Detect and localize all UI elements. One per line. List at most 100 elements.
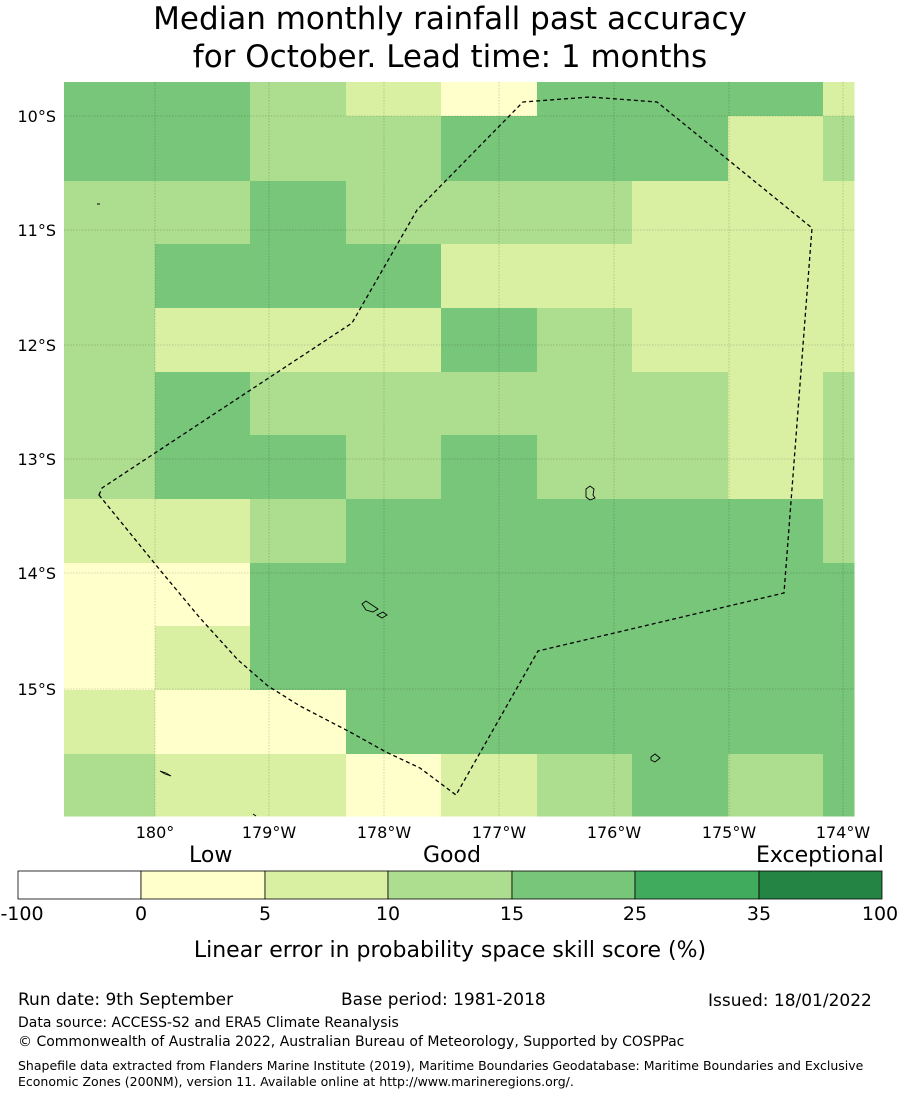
skill-cell bbox=[632, 563, 729, 627]
skill-cell bbox=[346, 435, 442, 500]
skill-cell bbox=[250, 563, 347, 627]
skill-cell bbox=[728, 372, 824, 436]
skill-cell bbox=[64, 372, 156, 436]
skill-cell bbox=[632, 499, 729, 564]
colorbar-segment bbox=[264, 870, 389, 900]
island-outline bbox=[650, 753, 661, 763]
skill-cell bbox=[632, 308, 729, 373]
skill-cell bbox=[632, 435, 729, 500]
skill-cell bbox=[346, 116, 442, 182]
latitude-label: 12°S bbox=[17, 336, 56, 355]
skill-cell bbox=[537, 626, 633, 691]
skill-cell bbox=[441, 499, 538, 564]
skill-cell bbox=[155, 82, 251, 117]
skill-cell bbox=[155, 244, 251, 309]
skill-cell bbox=[250, 754, 347, 817]
skill-cell bbox=[250, 244, 347, 309]
skill-cell bbox=[441, 435, 538, 500]
skill-cell bbox=[728, 690, 824, 755]
base-period: Base period: 1981-2018 bbox=[341, 990, 546, 1010]
skill-cell bbox=[728, 499, 824, 564]
skill-cell bbox=[346, 372, 442, 436]
colorbar-tick-label: 10 bbox=[376, 903, 400, 925]
skill-cell bbox=[155, 116, 251, 182]
colorbar-tick-label: -100 bbox=[0, 903, 43, 925]
longitude-label: 178°W bbox=[357, 823, 412, 842]
skill-cell bbox=[537, 116, 633, 182]
longitude-label: 177°W bbox=[472, 823, 527, 842]
colorbar-tick-label: 35 bbox=[747, 903, 771, 925]
colorbar-header-good: Good bbox=[423, 843, 481, 868]
skill-cell bbox=[441, 244, 538, 309]
skill-cell bbox=[250, 308, 347, 373]
skill-cell bbox=[537, 563, 633, 627]
skill-cell bbox=[441, 563, 538, 627]
skill-cell bbox=[632, 181, 729, 245]
skill-cell bbox=[250, 435, 347, 500]
skill-cell bbox=[250, 499, 347, 564]
skill-cell bbox=[632, 372, 729, 436]
skill-cell bbox=[823, 116, 855, 182]
skill-cell bbox=[728, 626, 824, 691]
longitude-label: 174°W bbox=[816, 823, 871, 842]
data-source: Data source: ACCESS-S2 and ERA5 Climate … bbox=[18, 1015, 399, 1031]
skill-cell bbox=[728, 116, 824, 182]
skill-cell bbox=[250, 181, 347, 245]
colorbar-segment bbox=[634, 870, 760, 900]
skill-cell bbox=[823, 372, 855, 436]
skill-cell bbox=[346, 244, 442, 309]
skill-cell bbox=[346, 563, 442, 627]
colorbar-tick-label: 100 bbox=[862, 903, 898, 925]
skill-cell bbox=[64, 499, 156, 564]
colorbar-segment bbox=[758, 870, 883, 900]
colorbar-header-exceptional: Exceptional bbox=[756, 843, 884, 868]
skill-cell bbox=[155, 690, 251, 755]
latitude-label: 15°S bbox=[17, 680, 56, 699]
skill-cell bbox=[728, 82, 824, 117]
chart-title: Median monthly rainfall past accuracy fo… bbox=[0, 0, 900, 76]
skill-cell bbox=[823, 690, 855, 755]
skill-cell bbox=[155, 563, 251, 627]
longitude-label: 175°W bbox=[702, 823, 757, 842]
skill-cell bbox=[537, 181, 633, 245]
skill-cell bbox=[346, 82, 442, 117]
skill-cell bbox=[728, 754, 824, 817]
colorbar-header-low: Low bbox=[189, 843, 233, 868]
latitude-label: 11°S bbox=[17, 221, 56, 240]
skill-grid bbox=[64, 82, 855, 817]
skill-cell bbox=[632, 690, 729, 755]
skill-cell bbox=[155, 435, 251, 500]
skill-cell bbox=[64, 754, 156, 817]
skill-cell bbox=[64, 82, 156, 117]
skill-cell bbox=[250, 116, 347, 182]
skill-cell bbox=[155, 372, 251, 436]
colorbar-ticks: -100 0 5 10 15 25 35 100 bbox=[0, 903, 898, 925]
skill-cell bbox=[632, 116, 729, 182]
skill-cell bbox=[441, 372, 538, 436]
copyright: © Commonwealth of Australia 2022, Austra… bbox=[18, 1034, 685, 1050]
skill-cell bbox=[346, 308, 442, 373]
issued-date: Issued: 18/01/2022 bbox=[708, 991, 872, 1011]
skill-cell bbox=[64, 626, 156, 691]
skill-cell bbox=[250, 626, 347, 691]
skill-cell bbox=[64, 308, 156, 373]
skill-cell bbox=[346, 754, 442, 817]
skill-cell bbox=[823, 82, 855, 117]
skill-cell bbox=[537, 435, 633, 500]
skill-cell bbox=[250, 372, 347, 436]
skill-cell bbox=[537, 244, 633, 309]
skill-cell bbox=[441, 626, 538, 691]
colorbar bbox=[17, 870, 883, 900]
run-date: Run date: 9th September bbox=[18, 990, 234, 1010]
skill-cell bbox=[64, 563, 156, 627]
skill-cell bbox=[346, 499, 442, 564]
skill-cell bbox=[441, 116, 538, 182]
skill-cell bbox=[728, 244, 824, 309]
skill-cell bbox=[155, 181, 251, 245]
skill-cell bbox=[823, 181, 855, 245]
skill-cell bbox=[632, 82, 729, 117]
skill-cell bbox=[537, 499, 633, 564]
title-line-1: Median monthly rainfall past accuracy bbox=[153, 1, 747, 37]
longitude-label: 180° bbox=[136, 823, 175, 842]
colorbar-tick-label: 0 bbox=[135, 903, 147, 925]
